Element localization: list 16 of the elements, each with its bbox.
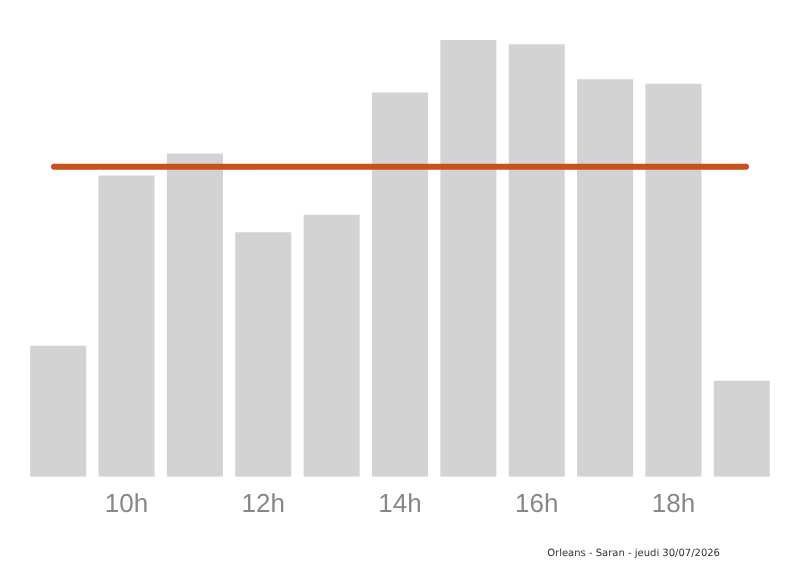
bar [371,92,429,477]
bar [166,153,223,477]
bar [440,40,497,477]
bar [30,345,87,477]
bar [235,232,292,477]
x-tick-label: 12h [241,487,285,518]
bar [645,83,702,477]
bar [713,380,770,477]
x-tick-label: 18h [651,487,696,518]
bar [98,175,155,477]
bar [508,44,565,477]
x-tick-label: 16h [515,487,559,518]
x-tick-label: 14h [378,487,422,518]
bar [577,79,634,477]
x-tick-label: 10h [104,487,149,518]
bar [303,214,360,477]
